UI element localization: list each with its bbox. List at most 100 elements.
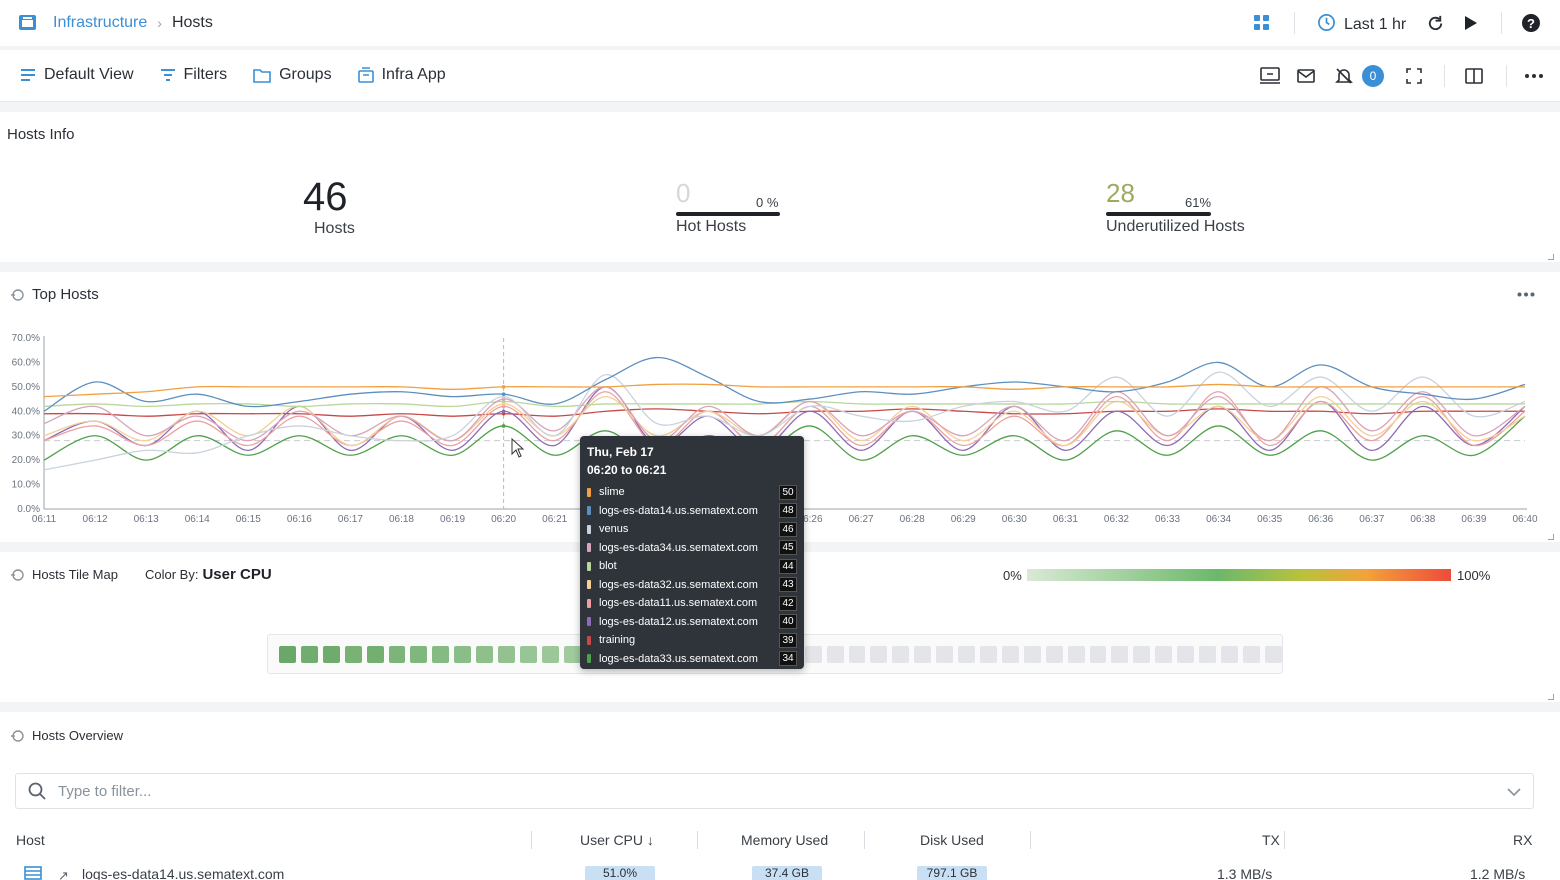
host-tile[interactable] xyxy=(1133,645,1151,663)
host-tile[interactable] xyxy=(366,645,384,663)
time-range-picker[interactable]: Last 1 hr xyxy=(1317,13,1406,37)
refresh-icon[interactable] xyxy=(1421,9,1449,37)
host-name-cell[interactable]: logs-es-data14.us.sematext.com xyxy=(82,866,285,880)
host-tile[interactable] xyxy=(980,645,997,663)
x-tick-label: 06:35 xyxy=(1257,514,1282,525)
host-tile[interactable] xyxy=(454,645,472,663)
series-swatch xyxy=(587,543,591,553)
x-tick-label: 06:18 xyxy=(389,514,414,525)
hosts-count: 46 xyxy=(303,175,348,219)
mouse-cursor-icon xyxy=(511,438,525,458)
column-host[interactable]: Host xyxy=(16,832,45,848)
host-tile[interactable] xyxy=(1023,645,1041,663)
fullscreen-icon[interactable] xyxy=(1400,62,1428,90)
resize-handle[interactable] xyxy=(1548,254,1554,260)
scale-min-label: 0% xyxy=(1003,568,1022,583)
hot-hosts-stat[interactable]: 0 0 % Hot Hosts xyxy=(676,178,786,236)
host-tile[interactable] xyxy=(958,645,975,663)
host-tile[interactable] xyxy=(476,645,494,663)
host-tile[interactable] xyxy=(498,645,515,663)
hosts-stat[interactable]: 46 Hosts xyxy=(300,174,355,238)
host-tile[interactable] xyxy=(870,645,888,663)
host-tile[interactable] xyxy=(388,645,406,663)
host-tile[interactable] xyxy=(914,645,932,663)
drag-icon[interactable] xyxy=(10,568,24,582)
hot-hosts-count: 0 xyxy=(676,178,691,208)
drag-icon[interactable] xyxy=(10,729,24,743)
host-tile[interactable] xyxy=(344,645,362,663)
host-tile[interactable] xyxy=(1177,645,1195,663)
host-tile[interactable] xyxy=(1199,645,1216,663)
dashboard-grid-icon[interactable] xyxy=(1248,9,1276,37)
default-view-button[interactable]: Default View xyxy=(20,66,134,84)
mail-icon[interactable] xyxy=(1292,62,1320,90)
column-memory-used[interactable]: Memory Used xyxy=(741,832,829,848)
monitor-icon[interactable] xyxy=(1256,62,1284,90)
tooltip-series-value: 39 xyxy=(779,632,797,648)
hot-hosts-percent: 0 % xyxy=(756,195,779,210)
column-divider xyxy=(1284,831,1285,849)
host-tile[interactable] xyxy=(892,645,910,663)
underutilized-hosts-stat[interactable]: 28 61% Underutilized Hosts xyxy=(1106,178,1266,236)
host-tile[interactable] xyxy=(279,645,296,663)
filter-input[interactable] xyxy=(58,782,1458,800)
host-tile[interactable] xyxy=(1111,645,1129,663)
tooltip-series-name: logs-es-data11.us.sematext.com xyxy=(599,597,758,610)
resize-handle[interactable] xyxy=(1548,534,1554,540)
tooltip-series-name: logs-es-data32.us.sematext.com xyxy=(599,578,758,591)
y-tick-label: 10.0% xyxy=(12,480,40,491)
tooltip-row: logs-es-data11.us.sematext.com 42 xyxy=(587,594,797,613)
series-swatch xyxy=(587,617,591,627)
external-link-icon[interactable]: ↗ xyxy=(58,868,69,880)
app-icon xyxy=(357,67,374,83)
color-by-selector[interactable]: Color By: User CPU xyxy=(145,566,272,583)
host-tile[interactable] xyxy=(1220,645,1238,663)
infra-app-button[interactable]: Infra App xyxy=(357,66,446,84)
host-tile[interactable] xyxy=(410,645,428,663)
underutilized-hosts-label: Underutilized Hosts xyxy=(1106,218,1245,235)
column-rx[interactable]: RX xyxy=(1513,832,1533,848)
host-tile[interactable] xyxy=(826,645,844,663)
host-tile[interactable] xyxy=(1045,645,1063,663)
host-tile[interactable] xyxy=(541,645,559,663)
column-tx[interactable]: TX xyxy=(1262,832,1280,848)
tile-map-header: Hosts Tile Map xyxy=(10,567,118,582)
host-tile[interactable] xyxy=(1155,645,1173,663)
host-tile[interactable] xyxy=(804,645,822,663)
x-tick-label: 06:12 xyxy=(83,514,108,525)
host-tile[interactable] xyxy=(300,645,318,663)
infrastructure-icon xyxy=(18,13,37,37)
host-tile[interactable] xyxy=(1242,645,1260,663)
groups-button[interactable]: Groups xyxy=(253,66,332,84)
underutilized-hosts-bar xyxy=(1106,212,1211,216)
host-tile[interactable] xyxy=(322,645,340,663)
split-view-icon[interactable] xyxy=(1460,62,1488,90)
x-tick-label: 06:19 xyxy=(440,514,465,525)
filters-button[interactable]: Filters xyxy=(160,66,227,84)
alerts-muted-icon[interactable] xyxy=(1330,62,1358,90)
host-tile[interactable] xyxy=(936,645,954,663)
host-tile[interactable] xyxy=(519,645,537,663)
drag-icon[interactable] xyxy=(10,288,24,302)
host-tile[interactable] xyxy=(563,645,581,663)
host-tile[interactable] xyxy=(432,645,450,663)
tile-map-title: Hosts Tile Map xyxy=(32,567,118,582)
host-tile[interactable] xyxy=(1067,645,1085,663)
host-tile[interactable] xyxy=(848,645,866,663)
column-disk-used[interactable]: Disk Used xyxy=(920,832,984,848)
series-line xyxy=(43,371,1526,471)
host-tile[interactable] xyxy=(1264,645,1282,663)
play-icon[interactable] xyxy=(1457,9,1485,37)
help-icon[interactable]: ? xyxy=(1517,9,1545,37)
host-tile[interactable] xyxy=(1001,645,1019,663)
chevron-down-icon[interactable] xyxy=(1507,788,1521,796)
tooltip-series-value: 50 xyxy=(779,484,797,500)
panel-menu-icon[interactable] xyxy=(1512,280,1540,308)
column-user-cpu[interactable]: User CPU ↓ xyxy=(580,832,654,848)
resize-handle[interactable] xyxy=(1548,694,1554,700)
more-options-icon[interactable] xyxy=(1520,62,1548,90)
breadcrumb-infrastructure[interactable]: Infrastructure xyxy=(53,14,148,31)
x-tick-label: 06:31 xyxy=(1053,514,1078,525)
host-tile[interactable] xyxy=(1089,645,1107,663)
tooltip-series-value: 44 xyxy=(779,558,797,574)
